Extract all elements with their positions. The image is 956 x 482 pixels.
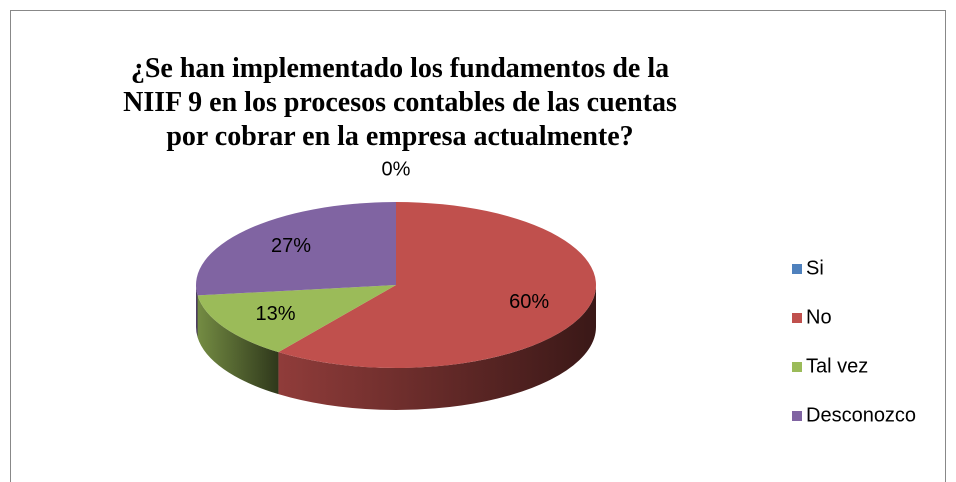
chart-title: ¿Se han implementado los fundamentos de … (123, 53, 677, 152)
slice-side (197, 295, 279, 395)
slice (197, 285, 396, 353)
slice-side (196, 285, 198, 338)
legend-swatch (792, 362, 802, 372)
slice (196, 202, 396, 296)
legend-label: Desconozco (806, 404, 916, 426)
legend-label: Tal vez (806, 355, 868, 377)
legend-label: No (806, 306, 832, 328)
legend-swatch (792, 264, 802, 274)
chart-border (10, 10, 946, 482)
data-label: 0% (382, 158, 411, 180)
slice (278, 202, 597, 368)
data-label: 60% (509, 291, 549, 313)
legend-swatch (792, 411, 802, 421)
legend-swatch (792, 313, 802, 323)
data-label: 13% (255, 303, 295, 325)
slice-side (278, 285, 596, 410)
legend-label: Si (806, 257, 824, 279)
data-label: 27% (271, 235, 311, 257)
